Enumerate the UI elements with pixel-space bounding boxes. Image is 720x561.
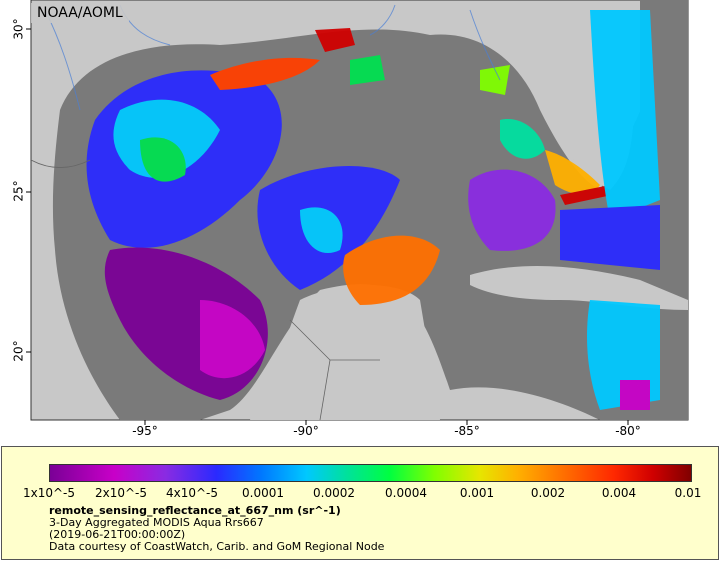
attribution-label: NOAA/AOML (31, 3, 129, 23)
colorbar-tick: 0.01 (674, 486, 702, 500)
longitude-label-85: -85° (454, 424, 480, 438)
colorbar-tick: 0.0004 (385, 486, 427, 500)
colorbar-tick: 0.0001 (242, 486, 284, 500)
colorbar-tick: 4x10^-5 (165, 486, 219, 500)
axis-ticks (26, 28, 629, 425)
latitude-label-20: 20° (11, 340, 26, 362)
colorbar-tick: 0.0002 (313, 486, 355, 500)
legend-panel: 1x10^-5 2x10^-5 4x10^-5 0.0001 0.0002 0.… (1, 446, 719, 560)
longitude-label-90: -90° (293, 424, 319, 438)
colorbar-tick: 0.004 (601, 486, 637, 500)
legend-variable-name: remote_sensing_reflectance_at_667_nm (sr… (49, 504, 341, 517)
reflectance-data (86, 10, 660, 410)
colorbar-tick: 0.002 (530, 486, 566, 500)
colorbar-tick: 2x10^-5 (94, 486, 148, 500)
borders (31, 159, 380, 420)
yucatan-land (250, 285, 440, 420)
longitude-label-80: -80° (615, 424, 641, 438)
longitude-label-95: -95° (132, 424, 158, 438)
colorbar (49, 464, 692, 482)
colorbar-tick: 0.001 (459, 486, 495, 500)
cuba-land (470, 265, 688, 310)
latitude-label-25: 25° (11, 180, 26, 202)
legend-time: (2019-06-21T00:00:00Z) (49, 528, 186, 541)
legend-dataset-title: 3-Day Aggregated MODIS Aqua Rrs667 (49, 516, 264, 529)
latitude-label-30: 30° (11, 18, 26, 40)
colorbar-tick: 1x10^-5 (22, 486, 76, 500)
legend-credit: Data courtesy of CoastWatch, Carib. and … (49, 540, 385, 553)
